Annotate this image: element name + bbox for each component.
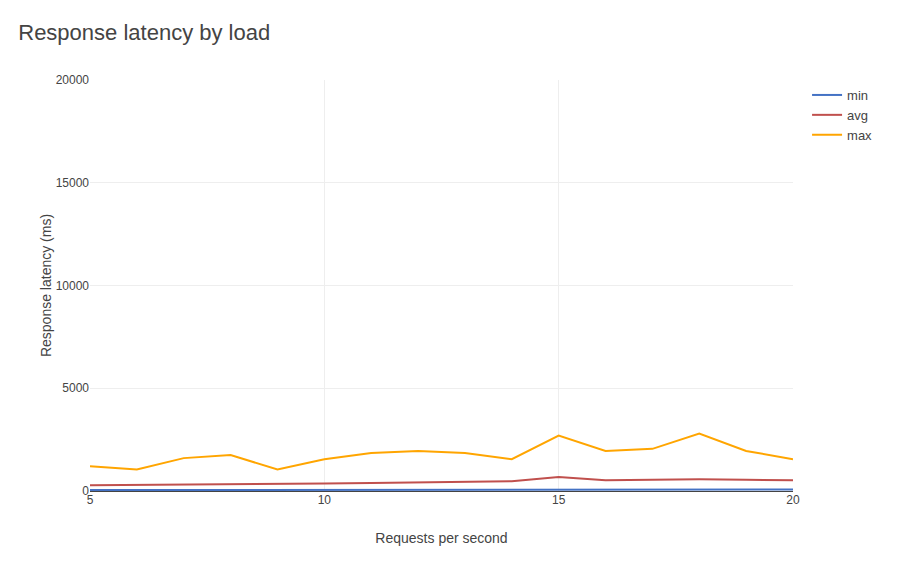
svg-text:20: 20 bbox=[786, 493, 800, 507]
svg-text:15: 15 bbox=[552, 493, 566, 507]
svg-text:15000: 15000 bbox=[56, 176, 90, 190]
svg-text:Response latency by load: Response latency by load bbox=[18, 20, 270, 45]
svg-text:max: max bbox=[847, 128, 872, 143]
svg-text:10: 10 bbox=[318, 493, 332, 507]
svg-text:10000: 10000 bbox=[56, 279, 90, 293]
svg-text:0: 0 bbox=[82, 484, 89, 498]
svg-text:5000: 5000 bbox=[62, 381, 89, 395]
svg-text:Requests per second: Requests per second bbox=[375, 530, 507, 546]
svg-text:5: 5 bbox=[87, 493, 94, 507]
svg-text:Response latency (ms): Response latency (ms) bbox=[38, 214, 54, 357]
svg-text:min: min bbox=[847, 88, 868, 103]
svg-text:20000: 20000 bbox=[56, 73, 90, 87]
svg-text:avg: avg bbox=[847, 108, 868, 123]
